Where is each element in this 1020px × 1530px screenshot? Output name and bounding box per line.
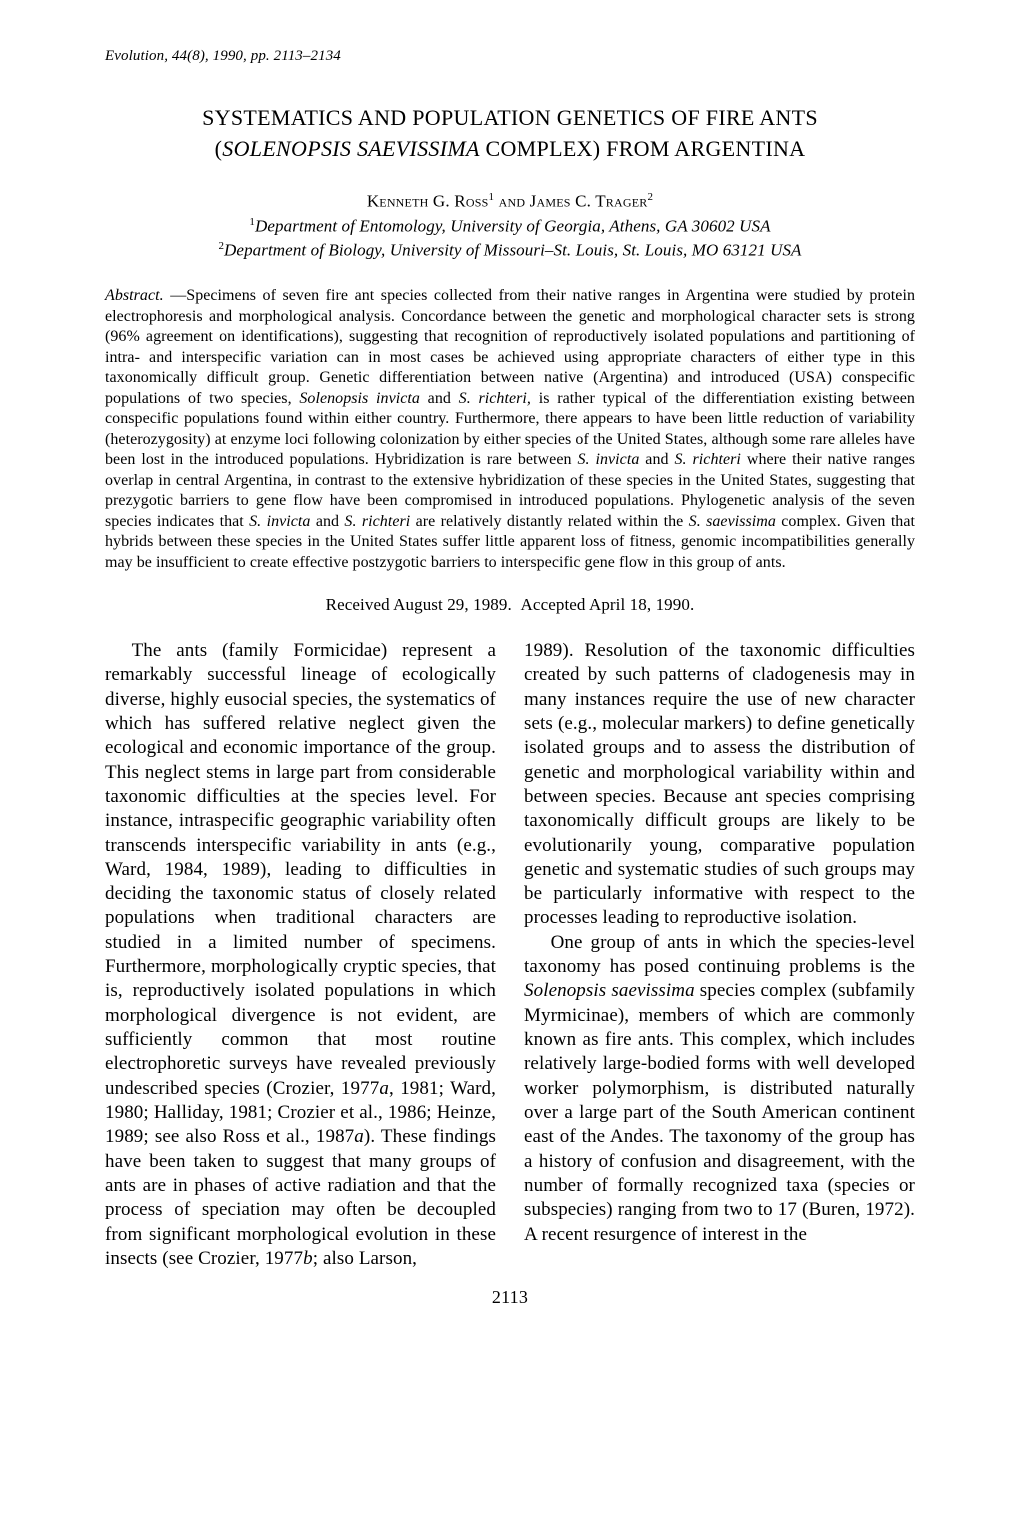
abstract-species-3: S. invicta xyxy=(577,451,639,468)
left-p1-d: ; also Larson, xyxy=(313,1248,417,1269)
body-columns: The ants (family Formicidae) represent a… xyxy=(105,639,915,1271)
abstract-species-7: S. saevissima xyxy=(689,513,776,530)
affiliations: 1Department of Entomology, University of… xyxy=(105,215,915,262)
right-p2-b: species complex (subfamily Myrmicinae), … xyxy=(524,980,915,1244)
authors: Kenneth G. Ross1 and James C. Trager2 xyxy=(105,191,915,212)
left-p1-ib: a xyxy=(354,1126,364,1147)
abstract: Abstract. —Specimens of seven fire ant s… xyxy=(105,286,915,573)
abstract-label: Abstract. xyxy=(105,287,164,304)
column-left: The ants (family Formicidae) represent a… xyxy=(105,639,496,1271)
abstract-species-5: S. invicta xyxy=(249,513,310,530)
right-para-1: 1989). Resolution of the taxonomic diffi… xyxy=(524,639,915,931)
date-received: Received August 29, 1989. xyxy=(326,595,512,614)
left-p1-ia: a xyxy=(379,1078,389,1099)
abstract-text-2: and xyxy=(420,390,459,407)
right-para-2: One group of ants in which the species-l… xyxy=(524,931,915,1247)
title-line-2-italic: SOLENOPSIS SAEVISSIMA xyxy=(222,136,479,161)
left-p1-c: ). These findings have been taken to sug… xyxy=(105,1126,496,1269)
affil-2-text: Department of Biology, University of Mis… xyxy=(224,241,802,260)
author-2-name: James C. Trager xyxy=(530,191,648,210)
abstract-dash: — xyxy=(164,287,187,304)
affiliation-1: 1Department of Entomology, University of… xyxy=(105,215,915,239)
left-p1-a: The ants (family Formicidae) represent a… xyxy=(105,640,496,1099)
column-right: 1989). Resolution of the taxonomic diffi… xyxy=(524,639,915,1271)
journal-reference: Evolution, 44(8), 1990, pp. 2113–2134 xyxy=(105,48,915,65)
abstract-species-4: S. richteri xyxy=(675,451,741,468)
affiliation-2: 2Department of Biology, University of Mi… xyxy=(105,239,915,263)
author-1-name: Kenneth G. Ross xyxy=(367,191,489,210)
title-line-1: SYSTEMATICS AND POPULATION GENETICS OF F… xyxy=(202,105,818,130)
abstract-text-4: and xyxy=(639,451,674,468)
left-para-1: The ants (family Formicidae) represent a… xyxy=(105,639,496,1271)
abstract-species-6: S. richteri xyxy=(344,513,410,530)
abstract-text-6: and xyxy=(310,513,344,530)
right-p2-i1: Solenopsis saevissima xyxy=(524,980,695,1001)
right-p2-a: One group of ants in which the species-l… xyxy=(524,932,915,977)
date-accepted: Accepted April 18, 1990. xyxy=(521,595,695,614)
abstract-species-1: Solenopsis invicta xyxy=(299,390,420,407)
abstract-text-7: are relatively distantly related within … xyxy=(410,513,688,530)
page: Evolution, 44(8), 1990, pp. 2113–2134 SY… xyxy=(0,0,1020,1348)
author-2-sup: 2 xyxy=(647,191,653,203)
title-line-2-suffix: COMPLEX) FROM ARGENTINA xyxy=(480,136,806,161)
authors-and: and xyxy=(494,191,530,210)
article-title: SYSTEMATICS AND POPULATION GENETICS OF F… xyxy=(125,103,895,165)
dates: Received August 29, 1989. Accepted April… xyxy=(105,595,915,615)
left-p1-ic: b xyxy=(303,1248,313,1269)
affil-1-text: Department of Entomology, University of … xyxy=(255,217,771,236)
page-number: 2113 xyxy=(105,1287,915,1308)
abstract-species-2: S. richteri, xyxy=(459,390,531,407)
